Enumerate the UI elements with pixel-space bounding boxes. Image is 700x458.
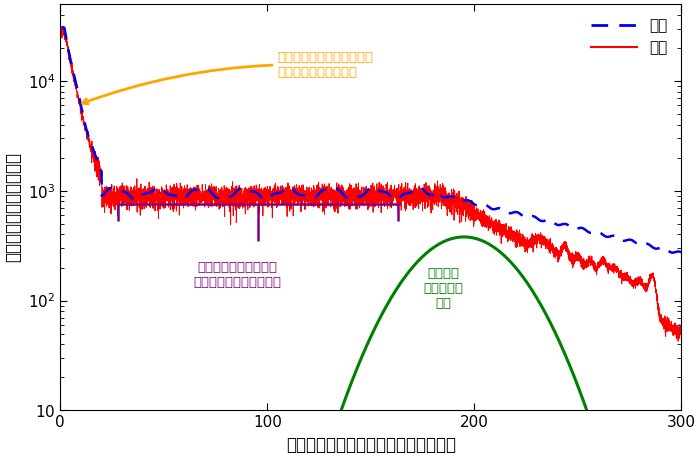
実験: [335, 187, 344, 193]
Text: クラスターの正の電荷
によって減速された電子: クラスターの正の電荷 によって減速された電子: [193, 261, 281, 289]
Legend: 実験, 理論: 実験, 理論: [585, 12, 673, 62]
Line: 理論: 理論: [62, 27, 681, 341]
理論: [677, 329, 685, 335]
理論: [204, 187, 213, 193]
理論: [59, 24, 67, 30]
実験: [57, 24, 66, 30]
理論: [674, 338, 682, 344]
Text: ナノプラズマから蒸発して
来た低エネルギー電子: ナノプラズマから蒸発して 来た低エネルギー電子: [83, 51, 374, 104]
理論: [208, 195, 216, 201]
Line: 実験: 実験: [62, 27, 681, 253]
実験: [204, 187, 213, 192]
理論: [291, 185, 300, 191]
実験: [668, 250, 677, 256]
理論: [201, 195, 209, 200]
理論: [57, 32, 66, 37]
理論: [672, 330, 680, 335]
Text: 原子から
飛び出した
電子: 原子から 飛び出した 電子: [424, 267, 463, 310]
実験: [677, 250, 685, 255]
実験: [57, 24, 66, 30]
実験: [673, 249, 681, 255]
Y-axis label: 電子の収量（任意単位）: 電子の収量（任意単位）: [4, 153, 22, 262]
理論: [335, 194, 344, 199]
実験: [208, 190, 216, 196]
X-axis label: 電子の運動エネルギー（電子ボルト）: 電子の運動エネルギー（電子ボルト）: [286, 436, 456, 454]
実験: [201, 186, 209, 191]
実験: [291, 189, 300, 195]
